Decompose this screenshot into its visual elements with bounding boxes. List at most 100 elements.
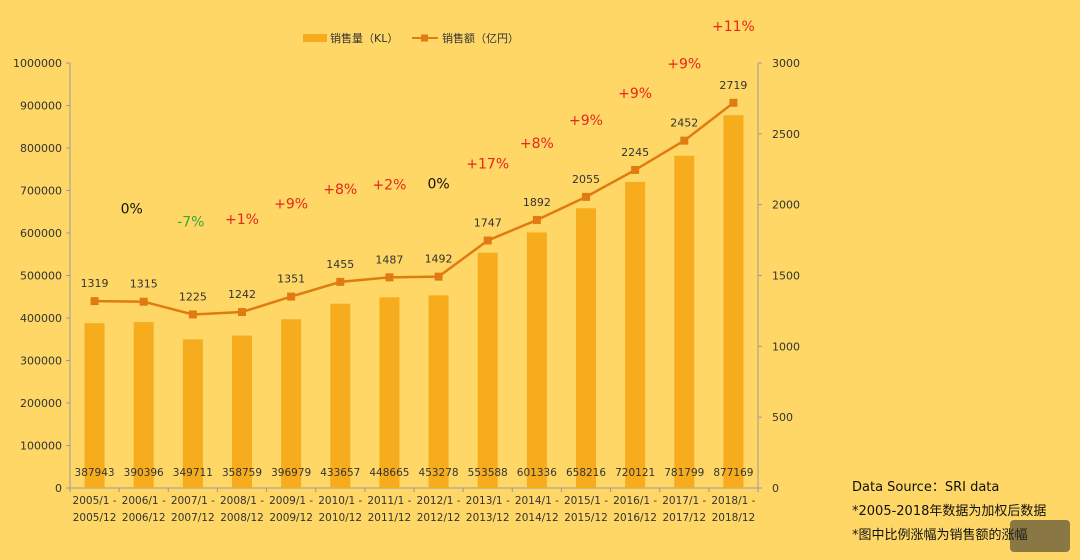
x-tick-label: 2008/12 xyxy=(220,512,264,524)
bar-value-label: 453278 xyxy=(419,467,459,479)
left-tick-label: 300000 xyxy=(20,355,62,368)
bar-value-label: 358759 xyxy=(222,467,262,479)
x-tick-label: 2016/12 xyxy=(613,512,657,524)
x-tick-label: 2014/1 - xyxy=(515,495,559,507)
line-marker xyxy=(287,292,296,301)
line-marker xyxy=(336,277,345,286)
bar xyxy=(330,303,351,488)
x-tick-label: 2010/12 xyxy=(318,512,362,524)
bar xyxy=(232,335,252,488)
line-value-label: 1319 xyxy=(81,277,109,290)
growth-label: +11% xyxy=(712,19,755,35)
x-tick-label: 2016/1 - xyxy=(613,495,657,507)
line-value-label: 1455 xyxy=(326,258,354,271)
right-tick-label: 2000 xyxy=(772,199,800,212)
x-tick-label: 2013/12 xyxy=(466,512,510,524)
x-tick-label: 2008/1 - xyxy=(220,495,264,507)
growth-label: -7% xyxy=(177,214,204,230)
growth-label: 0% xyxy=(427,177,449,193)
line-value-label: 1242 xyxy=(228,288,256,301)
line-value-label: 2719 xyxy=(719,79,747,92)
line-marker xyxy=(188,310,197,319)
bar xyxy=(379,297,400,488)
growth-note: *图中比例涨幅为销售额的涨幅 xyxy=(852,528,1028,543)
bar xyxy=(674,155,695,489)
line-value-label: 1487 xyxy=(375,253,403,266)
x-tick-label: 2010/1 - xyxy=(318,495,362,507)
bar-value-label: 390396 xyxy=(124,467,164,479)
bar-value-label: 781799 xyxy=(664,467,704,479)
x-tick-label: 2005/12 xyxy=(73,512,117,524)
bar xyxy=(428,295,449,488)
x-tick-label: 2009/1 - xyxy=(269,495,313,507)
x-tick-label: 2011/12 xyxy=(368,512,412,524)
bar xyxy=(133,322,154,488)
line-marker xyxy=(631,165,640,174)
line-marker xyxy=(434,272,443,281)
x-tick-label: 2005/1 - xyxy=(73,495,117,507)
x-tick-label: 2012/12 xyxy=(417,512,461,524)
bar-value-label: 601336 xyxy=(517,467,557,479)
x-tick-label: 2012/1 - xyxy=(417,495,461,507)
left-tick-label: 1000000 xyxy=(13,57,62,70)
x-tick-label: 2017/1 - xyxy=(662,495,706,507)
x-tick-label: 2015/12 xyxy=(564,512,608,524)
bar-value-label: 349711 xyxy=(173,467,213,479)
bar-value-label: 448665 xyxy=(369,467,409,479)
left-tick-label: 0 xyxy=(55,482,62,495)
watermark-logo xyxy=(1010,520,1070,552)
legend-bar-label: 销售量（KL） xyxy=(330,31,398,45)
growth-label: +9% xyxy=(667,57,701,73)
line-value-label: 1315 xyxy=(130,278,158,291)
growth-label: +9% xyxy=(274,197,308,213)
line-value-label: 1492 xyxy=(425,253,453,266)
x-tick-label: 2014/12 xyxy=(515,512,559,524)
left-tick-label: 100000 xyxy=(20,440,62,453)
bar-value-label: 553588 xyxy=(468,467,508,479)
line-marker xyxy=(385,273,394,282)
line-marker xyxy=(483,236,492,245)
bar-value-label: 877169 xyxy=(713,467,753,479)
line-value-label: 2452 xyxy=(670,117,698,130)
weighted-data-note: *2005-2018年数据为加权后数据 xyxy=(852,504,1047,519)
notes: Data Source：SRI data *2005-2018年数据为加权后数据… xyxy=(852,476,1046,548)
line-value-label: 1747 xyxy=(474,217,502,230)
x-tick-label: 2013/1 - xyxy=(466,495,510,507)
x-tick-label: 2006/12 xyxy=(122,512,166,524)
growth-label: +8% xyxy=(323,182,357,198)
growth-label: +9% xyxy=(618,86,652,102)
x-tick-label: 2007/1 - xyxy=(171,495,215,507)
right-tick-label: 0 xyxy=(772,482,779,495)
bar-value-label: 396979 xyxy=(271,467,311,479)
line-value-label: 2245 xyxy=(621,146,649,159)
bar-value-label: 387943 xyxy=(75,467,115,479)
data-source-note: Data Source：SRI data xyxy=(852,480,1000,495)
line-marker xyxy=(139,297,148,306)
growth-label: +2% xyxy=(372,177,406,193)
x-tick-label: 2018/1 - xyxy=(711,495,755,507)
left-tick-label: 500000 xyxy=(20,270,62,283)
growth-label: 0% xyxy=(121,202,143,218)
growth-label: +1% xyxy=(225,212,259,228)
line-value-label: 1351 xyxy=(277,273,305,286)
x-tick-label: 2017/12 xyxy=(662,512,706,524)
right-tick-label: 2500 xyxy=(772,128,800,141)
line-marker xyxy=(582,192,590,201)
bar-value-label: 658216 xyxy=(566,467,606,479)
line-marker xyxy=(680,136,689,145)
x-tick-label: 2007/12 xyxy=(171,512,215,524)
left-tick-label: 700000 xyxy=(20,185,62,198)
line-marker xyxy=(238,308,246,317)
x-tick-label: 2018/12 xyxy=(712,512,756,524)
bar xyxy=(84,323,105,488)
bar xyxy=(526,232,547,488)
x-tick-label: 2006/1 - xyxy=(122,495,166,507)
bar xyxy=(281,319,302,488)
right-tick-label: 3000 xyxy=(772,57,800,70)
right-tick-label: 1000 xyxy=(772,340,800,353)
left-tick-label: 200000 xyxy=(20,397,62,410)
legend-line-marker xyxy=(421,34,428,42)
line-marker xyxy=(532,215,541,224)
left-tick-label: 900000 xyxy=(20,100,62,113)
